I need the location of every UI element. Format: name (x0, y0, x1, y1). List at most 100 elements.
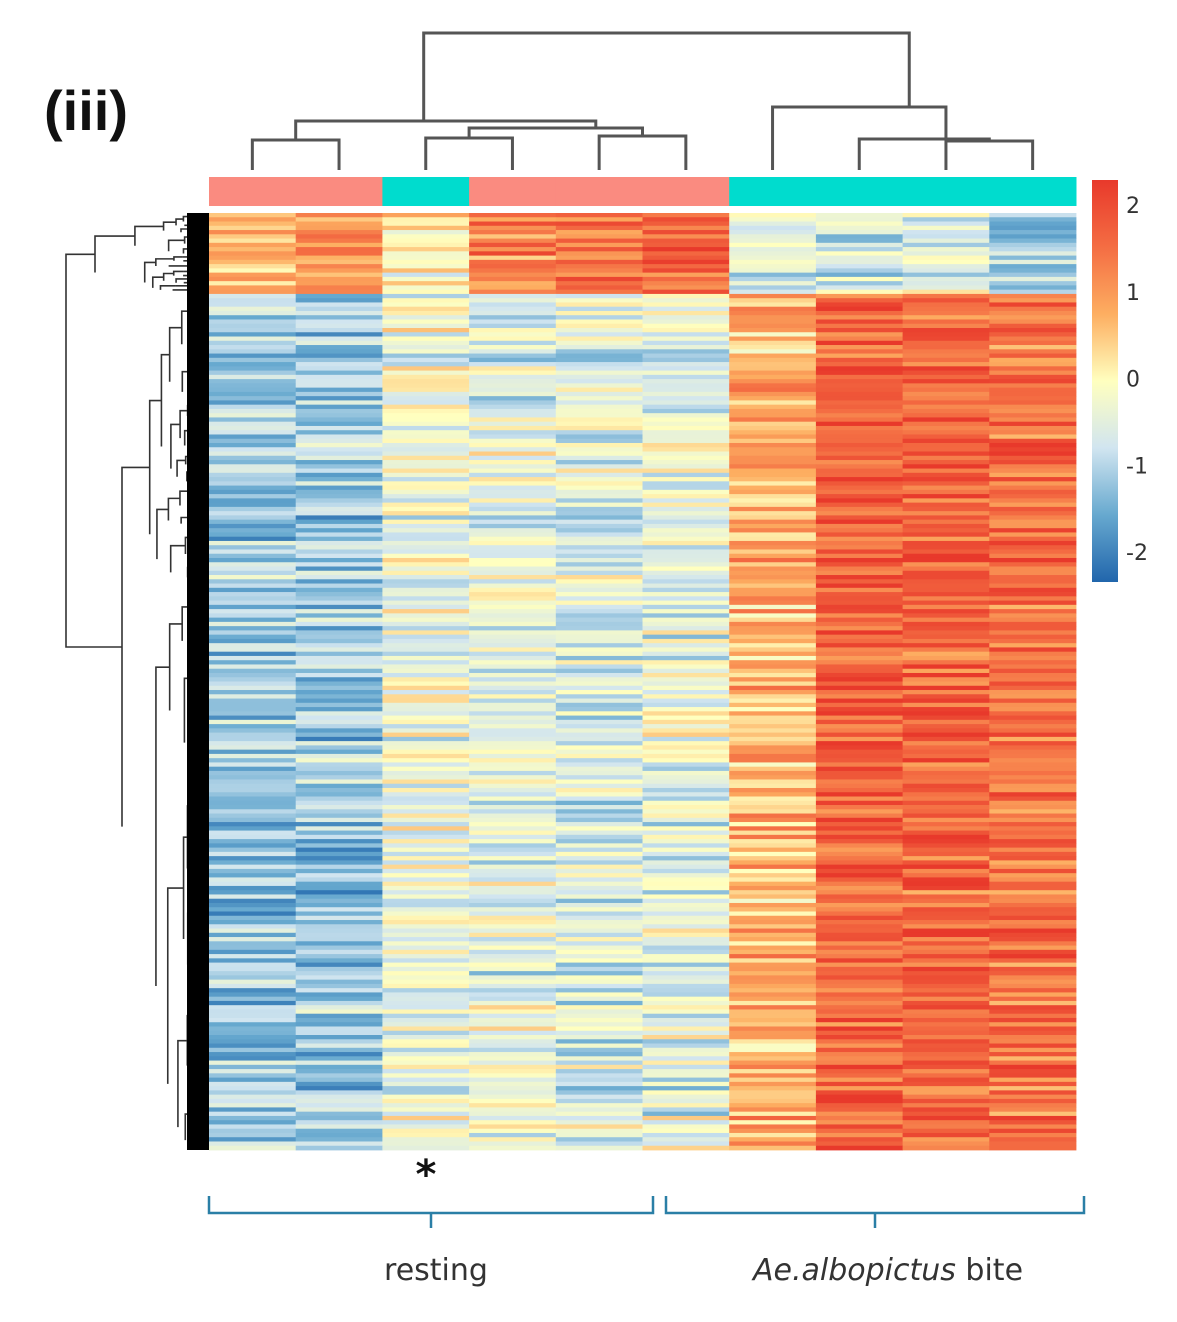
heatmap-cell (382, 805, 470, 810)
heatmap-cell (469, 315, 557, 320)
heatmap-cell (209, 787, 297, 793)
heatmap-cell (469, 451, 557, 457)
heatmap-cell (555, 711, 643, 716)
heatmap-cell (555, 945, 643, 951)
heatmap-cell (295, 822, 383, 827)
heatmap-cell (555, 587, 643, 593)
heatmap-cell (295, 434, 383, 440)
heatmap-cell (989, 323, 1077, 329)
heatmap-cell (469, 1098, 557, 1104)
heatmap-cell (729, 668, 817, 674)
heatmap-cell (729, 894, 817, 900)
heatmap-cell (555, 805, 643, 810)
heatmap-cell (469, 681, 557, 687)
heatmap-cell (989, 242, 1077, 248)
heatmap-cell (729, 928, 817, 934)
heatmap-cell (555, 349, 643, 354)
heatmap-cell (989, 707, 1077, 712)
heatmap-cell (642, 579, 730, 584)
heatmap-cell (209, 417, 297, 423)
heatmap-cell (989, 442, 1077, 448)
heatmap-cell (815, 596, 903, 601)
heatmap-cell (815, 1128, 903, 1134)
dendrogram-branch (166, 887, 184, 1084)
heatmap-cell (642, 481, 730, 486)
heatmap-cell (469, 728, 557, 734)
heatmap-cell (469, 719, 557, 725)
heatmap-cell (469, 1120, 557, 1125)
heatmap-cell (729, 1000, 817, 1006)
heatmap-cell (642, 357, 730, 363)
heatmap-cell (382, 707, 470, 712)
heatmap-cell (729, 366, 817, 371)
heatmap-cell (469, 604, 557, 610)
heatmap-cell (469, 366, 557, 371)
heatmap-cell (729, 217, 817, 222)
heatmap-cell (902, 289, 990, 295)
heatmap-cell (902, 511, 990, 516)
heatmap-cell (815, 481, 903, 486)
heatmap-cell (729, 962, 817, 968)
heatmap-cell (902, 1060, 990, 1066)
heatmap-cell (642, 276, 730, 282)
heatmap-cell (902, 1043, 990, 1049)
heatmap-cell (382, 702, 470, 708)
heatmap-cell (295, 255, 383, 261)
heatmap-cell (815, 221, 903, 227)
heatmap-cell (295, 647, 383, 653)
heatmap-cell (555, 255, 643, 261)
heatmap-cell (295, 932, 383, 938)
heatmap-cell (815, 562, 903, 567)
dendrogram-branch (155, 666, 170, 986)
heatmap-cell (382, 1047, 470, 1053)
heatmap-cell (815, 579, 903, 584)
heatmap-cell (295, 515, 383, 521)
heatmap-cell (989, 298, 1077, 303)
heatmap-cell (642, 736, 730, 742)
heatmap-cell (209, 353, 297, 359)
group-label-bite-suffix: bite (956, 1253, 1023, 1288)
heatmap-cell (382, 1064, 470, 1070)
heatmap-cell (209, 949, 297, 955)
heatmap-cell (902, 562, 990, 567)
heatmap-cell (469, 1026, 557, 1032)
heatmap-cell (989, 285, 1077, 291)
heatmap-cell (989, 1060, 1077, 1066)
heatmap-cell (729, 805, 817, 810)
heatmap-cell (902, 971, 990, 976)
heatmap-cell (729, 694, 817, 699)
heatmap-cell (989, 230, 1077, 235)
heatmap-cell (295, 762, 383, 768)
heatmap-cell (469, 732, 557, 738)
heatmap-cell (815, 545, 903, 550)
heatmap-cell (815, 494, 903, 499)
heatmap-cell (815, 259, 903, 265)
heatmap-cell (815, 830, 903, 836)
heatmap-cell (815, 498, 903, 504)
heatmap-cell (902, 413, 990, 418)
heatmap-cell (902, 302, 990, 308)
heatmap-cell (295, 966, 383, 972)
heatmap-cell (989, 672, 1077, 678)
heatmap-cell (469, 873, 557, 878)
heatmap-cell (902, 391, 990, 397)
heatmap-cell (555, 634, 643, 640)
heatmap-cell (209, 958, 297, 963)
heatmap-cell (555, 481, 643, 486)
heatmap-cell (295, 374, 383, 380)
heatmap-cell (989, 276, 1077, 282)
heatmap-cell (642, 583, 730, 589)
heatmap-cell (729, 792, 817, 797)
heatmap-cell (815, 264, 903, 269)
heatmap-cell (295, 451, 383, 457)
heatmap-cell (469, 711, 557, 716)
heatmap-cell (642, 1043, 730, 1049)
heatmap-cell (469, 949, 557, 955)
heatmap-cell (469, 690, 557, 695)
heatmap-cell (989, 1056, 1077, 1061)
heatmap-cell (295, 873, 383, 878)
heatmap-cell (382, 1141, 470, 1147)
heatmap-cell (902, 404, 990, 410)
heatmap-cell (989, 971, 1077, 976)
heatmap-cell (555, 1013, 643, 1019)
